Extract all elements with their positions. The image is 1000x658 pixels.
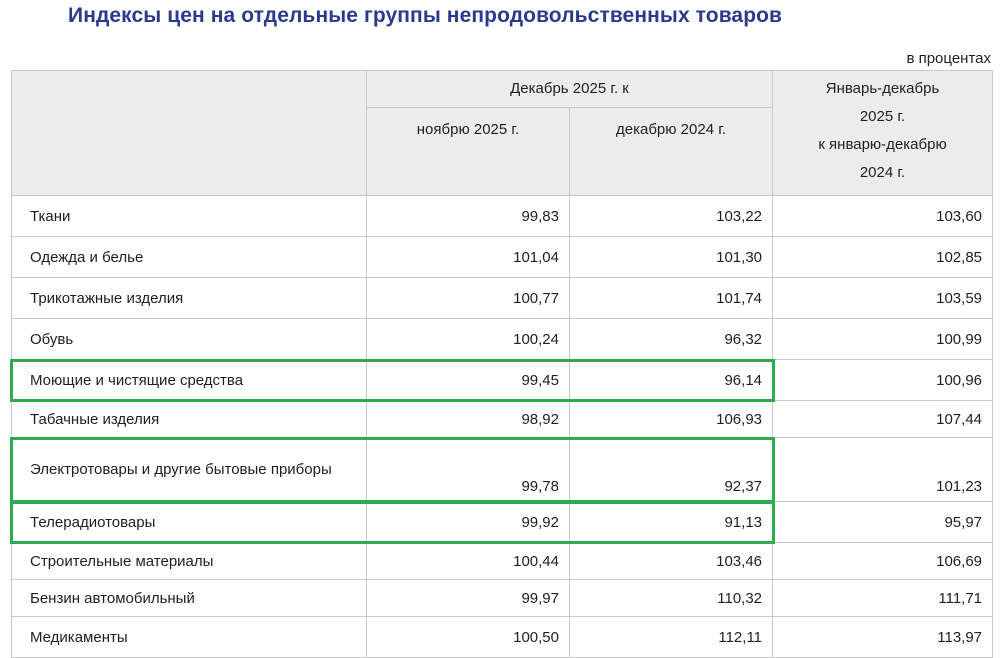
table-row: Обувь 100,24 96,32 100,99 [11, 318, 994, 360]
row-value-annual: 100,99 [772, 318, 994, 360]
row-name: Электротовары и другие бытовые приборы [11, 437, 367, 502]
row-value-annual: 106,69 [772, 542, 994, 580]
header-december-2024-column: декабрю 2024 г. [568, 107, 774, 196]
table-row: Строительные материалы 100,44 103,46 106… [11, 542, 994, 580]
header-annual-line: Январь-декабрь [825, 80, 940, 97]
header-annual-line: 2024 г. [859, 164, 906, 181]
row-value-annual: 103,59 [772, 277, 994, 319]
row-name: Бензин автомобильный [11, 579, 367, 617]
table-row: Одежда и белье 101,04 101,30 102,85 [11, 236, 994, 278]
table-row: Моющие и чистящие средства 99,45 96,14 1… [11, 359, 994, 401]
page-title: Индексы цен на отдельные группы непродов… [68, 4, 783, 27]
row-value-dec: 110,32 [568, 579, 774, 617]
table-row: Бензин автомобильный 99,97 110,32 111,71 [11, 579, 994, 617]
row-value-nov: 98,92 [366, 400, 570, 438]
row-name: Телерадиотовары [11, 501, 367, 543]
row-value-nov: 100,77 [366, 277, 570, 319]
row-name: Моющие и чистящие средства [11, 359, 367, 401]
row-value-dec: 101,30 [568, 236, 774, 278]
row-value-nov: 100,44 [366, 542, 570, 580]
header-product-column [11, 70, 367, 196]
table-row: Табачные изделия 98,92 106,93 107,44 [11, 400, 994, 438]
price-index-table: Декабрь 2025 г. к Январь-декабрь 2025 г.… [11, 70, 994, 658]
row-value-dec: 101,74 [568, 277, 774, 319]
row-value-annual: 107,44 [772, 400, 994, 438]
row-value-annual: 111,71 [772, 579, 994, 617]
row-value-dec: 91,13 [568, 501, 774, 543]
row-value-annual: 103,60 [772, 195, 994, 237]
row-value-nov: 99,78 [366, 437, 570, 502]
row-name: Медикаменты [11, 616, 367, 658]
row-value-dec: 103,46 [568, 542, 774, 580]
row-value-dec: 96,14 [568, 359, 774, 401]
row-value-nov: 101,04 [366, 236, 570, 278]
row-value-annual: 100,96 [772, 359, 994, 401]
row-name: Одежда и белье [11, 236, 367, 278]
row-name: Ткани [11, 195, 367, 237]
row-value-nov: 100,24 [366, 318, 570, 360]
row-value-annual: 95,97 [772, 501, 994, 543]
row-name: Обувь [11, 318, 367, 360]
row-value-nov: 99,45 [366, 359, 570, 401]
row-value-nov: 100,50 [366, 616, 570, 658]
row-value-nov: 99,83 [366, 195, 570, 237]
unit-label: в процентах [906, 50, 991, 67]
row-name: Строительные материалы [11, 542, 367, 580]
row-name: Табачные изделия [11, 400, 367, 438]
row-value-dec: 112,11 [568, 616, 774, 658]
row-value-annual: 102,85 [772, 236, 994, 278]
header-annual-line: к январю-декабрю [818, 136, 947, 153]
header-annual-line: 2025 г. [859, 108, 906, 125]
header-november-column: ноябрю 2025 г. [366, 107, 570, 196]
row-value-annual: 113,97 [772, 616, 994, 658]
row-value-dec: 103,22 [568, 195, 774, 237]
row-name: Трикотажные изделия [11, 277, 367, 319]
header-december-group: Декабрь 2025 г. к [365, 70, 774, 108]
table-row: Телерадиотовары 99,92 91,13 95,97 [11, 501, 994, 543]
row-value-nov: 99,92 [366, 501, 570, 543]
row-value-dec: 92,37 [568, 437, 774, 502]
table-row: Ткани 99,83 103,22 103,60 [11, 195, 994, 237]
table-row: Электротовары и другие бытовые приборы 9… [11, 437, 994, 502]
row-value-dec: 96,32 [568, 318, 774, 360]
table-row: Медикаменты 100,50 112,11 113,97 [11, 616, 994, 658]
row-value-dec: 106,93 [568, 400, 774, 438]
header-annual-column: Январь-декабрь 2025 г. к январю-декабрю … [772, 70, 994, 196]
row-value-annual: 101,23 [772, 437, 994, 502]
table-row: Трикотажные изделия 100,77 101,74 103,59 [11, 277, 994, 319]
row-value-nov: 99,97 [366, 579, 570, 617]
